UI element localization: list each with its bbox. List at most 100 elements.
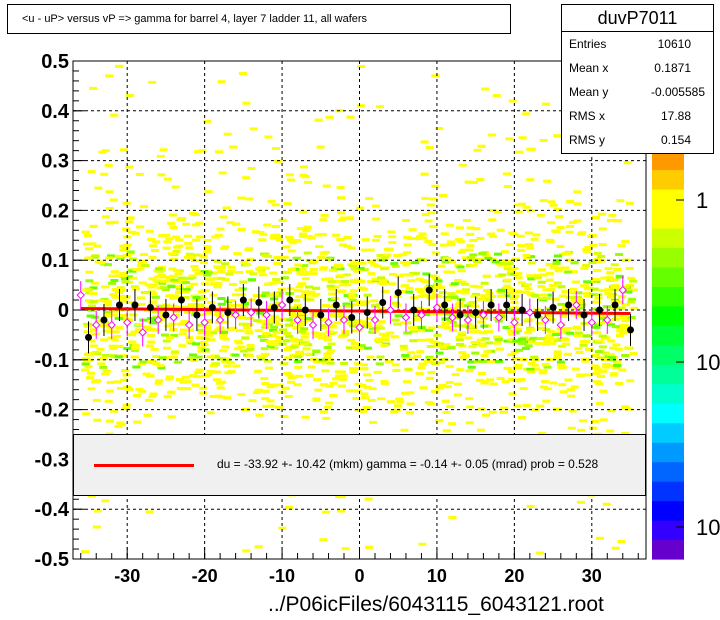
density-cell [362,406,371,409]
stat-row-mean-y: Mean y -0.005585 [562,80,713,104]
open-point [603,315,612,325]
density-cell [487,360,496,364]
density-cell [294,263,303,267]
density-cell [357,65,366,68]
density-cell [132,268,141,271]
density-cell [90,344,98,348]
density-cell [171,280,180,284]
density-cell [349,370,358,374]
density-cell [81,362,90,366]
density-cell [163,240,172,244]
density-cell [164,275,173,279]
density-cell [232,364,241,368]
palette-color-band [652,247,684,268]
density-cell [86,376,95,380]
density-cell [526,246,535,250]
density-cell [529,336,538,340]
density-cell [417,329,426,333]
density-cell [216,386,225,390]
density-cell [429,312,438,316]
density-cell [440,232,449,236]
density-cell [246,347,255,351]
density-cell [136,296,145,300]
density-cell [99,365,108,369]
stat-value: -0.005585 [650,85,705,99]
density-cell [238,287,247,291]
density-cell [343,283,352,287]
density-cell [488,209,497,212]
density-cell [226,327,235,331]
density-cell [232,293,240,297]
density-cell [305,374,314,377]
density-cell [379,282,387,286]
density-cell [268,281,277,285]
density-cell [188,274,197,278]
density-cell [373,370,382,374]
density-cell [242,101,251,105]
density-cell [418,362,427,366]
density-cell [552,333,561,337]
density-cell [396,400,405,404]
density-cell [500,250,509,254]
density-cell [360,367,369,371]
density-cell [506,287,515,291]
density-cell [245,354,254,358]
density-cell [574,331,583,335]
density-cell [323,346,332,349]
density-cell [448,516,457,519]
density-cell [579,419,588,423]
density-cell [200,261,208,265]
density-cell [354,319,363,323]
density-cell [152,240,161,244]
density-cell [139,318,148,322]
density-cell [476,338,485,342]
density-cell [379,258,387,262]
density-cell [577,428,585,432]
density-cell [354,382,363,386]
density-cell [519,387,528,391]
density-cell [280,415,289,418]
density-cell [169,355,178,359]
density-cell [556,360,565,364]
density-cell [510,297,518,301]
y-tick-label: -0.2 [35,400,69,422]
density-cell [489,382,498,386]
density-cell [613,268,622,271]
density-cell [179,279,188,283]
density-cell [287,249,296,253]
density-cell [172,235,181,239]
density-cell [145,229,154,233]
density-cell [226,313,234,317]
density-cell [207,338,216,342]
density-cell [301,175,310,179]
density-cell [161,288,170,291]
density-cell [612,285,621,289]
density-cell [542,399,551,403]
density-cell [123,243,132,247]
density-cell [190,282,199,286]
density-cell [447,292,456,296]
density-cell [584,287,593,291]
density-cell [619,331,628,335]
axes: 0.50.40.30.20.10-0.1-0.2-0.3-0.4-0.5-30-… [35,51,639,586]
density-cell [266,344,275,348]
profile-point [208,304,216,312]
density-cell [442,345,451,349]
density-cell [363,373,372,377]
density-cell [211,235,220,239]
density-cell [102,369,111,373]
density-cell [436,361,445,365]
density-cell [151,249,159,252]
density-cell [567,426,576,430]
density-cell [162,339,171,343]
density-cell [373,264,382,268]
density-cell [598,314,607,318]
density-cell [339,374,348,378]
density-cell [416,258,425,262]
density-cell [508,392,517,396]
density-cell [145,398,153,402]
density-cell [564,378,573,382]
density-cell [540,380,549,383]
density-cell [623,161,632,165]
density-cell [110,354,118,358]
